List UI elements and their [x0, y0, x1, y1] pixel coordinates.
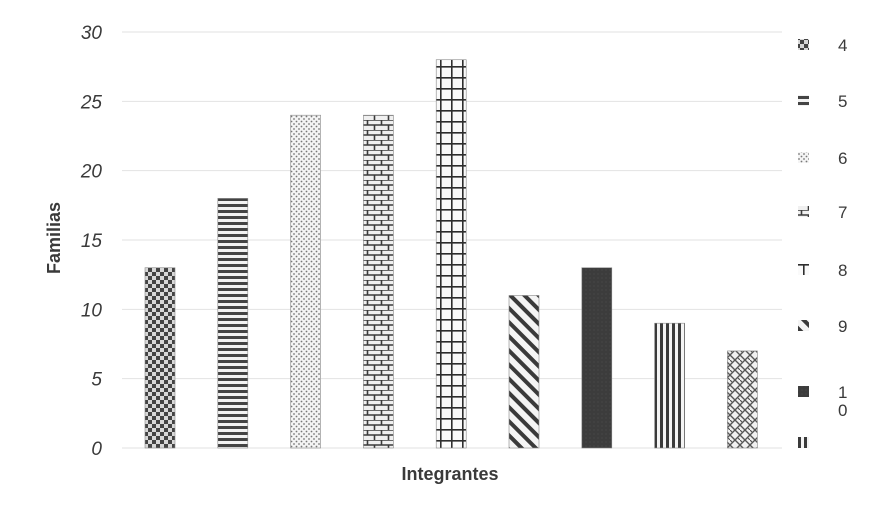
- legend-label: 1: [838, 383, 847, 402]
- bars: [144, 59, 758, 449]
- legend-swatch: [798, 320, 809, 331]
- bar-11: [654, 322, 685, 449]
- legend-label: 9: [838, 317, 847, 336]
- legend-label: 7: [838, 203, 847, 222]
- y-tick-label: 30: [81, 23, 103, 44]
- legend-label: 0: [838, 401, 847, 420]
- y-axis-ticks: 0 5 10 15 20 25 30: [80, 23, 103, 460]
- legend-swatch: [798, 386, 809, 397]
- y-tick-label: 15: [81, 231, 103, 252]
- y-tick-label: 5: [91, 370, 102, 391]
- bar-8: [435, 59, 467, 449]
- bar-9: [508, 295, 540, 449]
- bar-7: [363, 114, 394, 449]
- bar-12: [727, 350, 758, 449]
- legend-swatch: [798, 39, 809, 50]
- bar-4: [144, 267, 176, 449]
- legend-label: 5: [838, 92, 847, 111]
- bar-10: [581, 267, 613, 449]
- y-tick-label: 10: [81, 300, 103, 321]
- bar-6: [290, 114, 321, 449]
- legend-swatch: [798, 264, 809, 275]
- legend-swatch: [798, 206, 809, 217]
- legend-label: 4: [838, 36, 847, 55]
- legend-swatch: [798, 437, 809, 448]
- legend-label: 6: [838, 149, 847, 168]
- y-tick-label: 25: [80, 92, 103, 113]
- legend: 4 5 6 7 8 9 10: [798, 36, 847, 448]
- legend-swatch: [798, 152, 809, 163]
- x-axis-title: Integrantes: [401, 464, 498, 484]
- legend-label: 8: [838, 261, 847, 280]
- bar-5: [217, 198, 249, 449]
- legend-swatch: [798, 95, 809, 106]
- y-axis-title: Familias: [44, 202, 64, 274]
- y-tick-label: 20: [80, 162, 103, 183]
- y-tick-label: 0: [91, 439, 102, 460]
